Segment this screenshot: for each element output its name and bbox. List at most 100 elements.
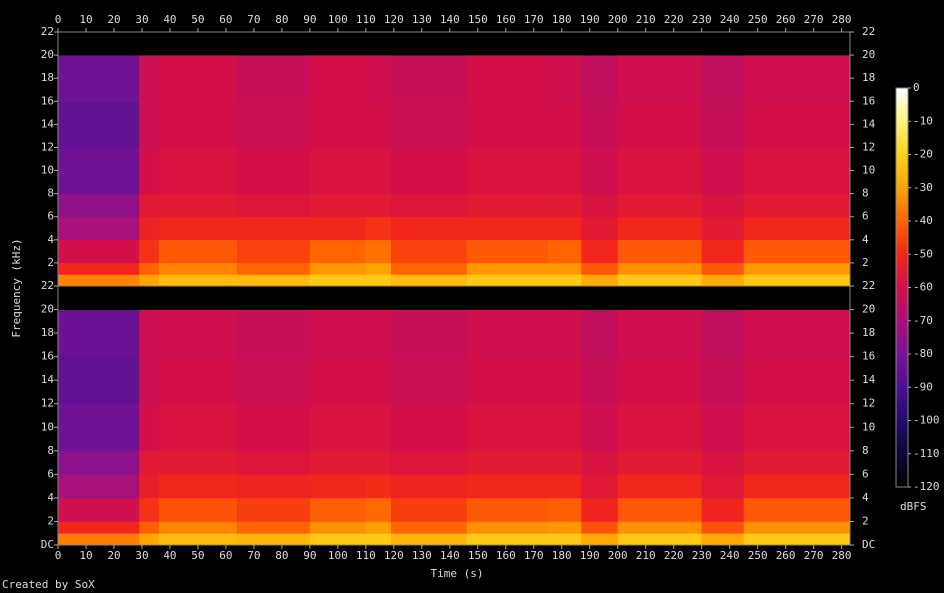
spectrogram-cell [581, 309, 619, 357]
y-tick-label-right: 16 [862, 94, 875, 107]
spectrogram-cell [158, 147, 238, 194]
spectrogram-cell [391, 533, 467, 546]
spectrogram-cell [237, 216, 311, 241]
x-tick-label: 40 [163, 13, 176, 26]
x-tick-label: 0 [55, 13, 62, 26]
x-tick-label: 200 [608, 13, 628, 26]
spectrogram-cell [581, 286, 619, 310]
spectrogram-cell [466, 521, 549, 534]
spectrogram-cell [391, 55, 467, 102]
x-tick-label: 110 [356, 549, 376, 562]
spectrogram-cell [701, 533, 744, 546]
spectrogram-cell [58, 239, 140, 264]
spectrogram-cell [158, 216, 238, 241]
x-tick-label: 0 [55, 549, 62, 562]
y-tick-label: 12 [41, 140, 54, 153]
x-tick-label: 170 [524, 13, 544, 26]
spectrogram-cell [617, 403, 702, 452]
spectrogram-cell [237, 101, 311, 148]
spectrogram-cell [701, 147, 744, 194]
spectrogram-cell [58, 521, 140, 534]
spectrogram-cell [309, 55, 367, 102]
spectrogram-cell [365, 193, 392, 218]
spectrogram-cell [365, 521, 392, 534]
spectrogram-cell [139, 216, 160, 241]
x-tick-label: 140 [440, 13, 460, 26]
x-tick-label: 210 [636, 549, 656, 562]
spectrogram-cell [58, 474, 140, 499]
spectrogram-cell [617, 521, 702, 534]
spectrogram-cell [466, 239, 549, 264]
y-tick-label: 18 [41, 71, 54, 84]
x-tick-label: 80 [275, 13, 288, 26]
spectrogram-cell [743, 193, 851, 218]
spectrogram-cell [365, 474, 392, 499]
spectrogram-cell [547, 533, 582, 546]
x-tick-label: 70 [247, 549, 260, 562]
spectrogram-cell [237, 403, 311, 452]
spectrogram-cell [365, 533, 392, 546]
y-axis-label: Frequency (kHz) [10, 238, 23, 337]
spectrogram-cell [547, 497, 582, 522]
spectrogram-cell [139, 262, 160, 275]
spectrogram-cell [617, 497, 702, 522]
spectrogram-cell [581, 216, 619, 241]
spectrogram-cell [581, 193, 619, 218]
colorbar-tick-label: -70 [913, 314, 933, 327]
spectrogram-cell [701, 497, 744, 522]
spectrogram-cell [309, 32, 367, 56]
y-tick-label: 8 [47, 444, 54, 457]
spectrogram-cell [365, 55, 392, 102]
spectrogram-cell [58, 193, 140, 218]
spectrogram-cell [581, 474, 619, 499]
spectrogram-cell [391, 262, 467, 275]
spectrogram-cell [701, 403, 744, 452]
y-tick-label-right: 8 [862, 444, 869, 457]
spectrogram-cell [701, 101, 744, 148]
spectrogram-cell [391, 356, 467, 405]
spectrogram-cell [466, 147, 549, 194]
spectrogram-cell [466, 101, 549, 148]
spectrogram-cell [158, 55, 238, 102]
spectrogram-cell [58, 274, 140, 287]
y-tick-label-right: DC [862, 538, 875, 551]
colorbar-tick-label: -60 [913, 281, 933, 294]
colorbar-tick-label: -110 [913, 447, 940, 460]
x-tick-label: 120 [384, 13, 404, 26]
spectrogram-cell [158, 533, 238, 546]
spectrogram-cell [237, 474, 311, 499]
y-tick-label: 14 [41, 117, 55, 130]
spectrogram-cell [617, 309, 702, 357]
spectrogram-cell [237, 262, 311, 275]
x-tick-label: 70 [247, 13, 260, 26]
spectrogram-cell [139, 193, 160, 218]
y-tick-label: 20 [41, 303, 54, 316]
spectrogram-cell [58, 286, 140, 310]
spectrogram-cell [391, 216, 467, 241]
y-tick-label-right: 4 [862, 233, 869, 246]
spectrogram-cell [547, 403, 582, 452]
spectrogram-cell [158, 193, 238, 218]
colorbar-tick-label: -20 [913, 148, 933, 161]
spectrogram-cell [391, 450, 467, 475]
spectrogram-cell [309, 403, 367, 452]
x-tick-label: 130 [412, 13, 432, 26]
y-tick-label-right: 4 [862, 491, 869, 504]
spectrogram-cell [743, 474, 851, 499]
spectrogram-cell [581, 403, 619, 452]
y-tick-label: DC [41, 538, 54, 551]
spectrogram-cell [701, 356, 744, 405]
y-tick-label-right: 6 [862, 467, 869, 480]
spectrogram-cell [237, 521, 311, 534]
spectrogram-cell [617, 55, 702, 102]
x-tick-label: 180 [552, 13, 572, 26]
spectrogram-cell [158, 309, 238, 357]
spectrogram-cell [237, 497, 311, 522]
spectrogram-cell [547, 32, 582, 56]
spectrogram-cell [309, 309, 367, 357]
y-tick-label: 12 [41, 397, 54, 410]
spectrogram-cell [309, 450, 367, 475]
colorbar-tick-label: -100 [913, 414, 940, 427]
y-tick-label-right: 18 [862, 326, 875, 339]
spectrogram-cell [365, 286, 392, 310]
